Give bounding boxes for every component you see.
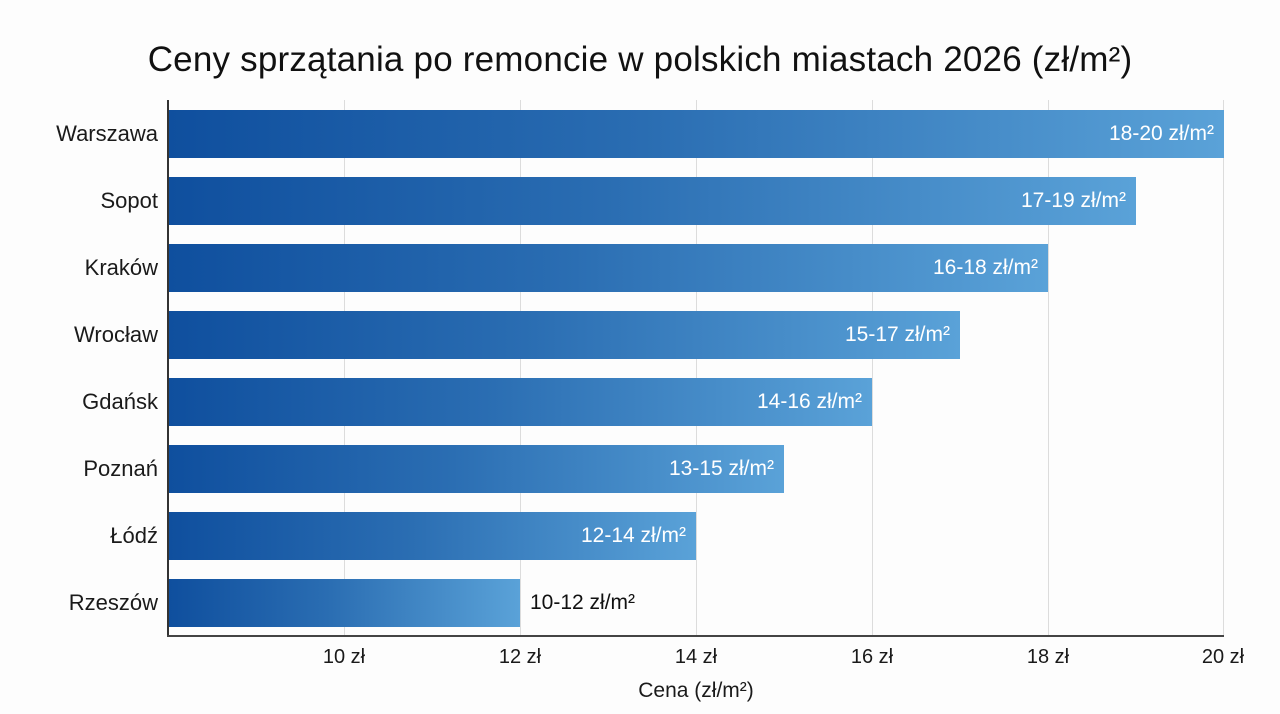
bar-wroclaw: 15-17 zł/m² — [169, 311, 960, 359]
chart-title: Ceny sprzątania po remoncie w polskich m… — [147, 40, 1133, 79]
bar-value-label: 18-20 zł/m² — [1108, 122, 1214, 145]
category-label: Poznań — [83, 456, 158, 481]
x-tick-label: 16 zł — [850, 646, 894, 668]
x-axis-line — [167, 635, 1224, 637]
bar-poznan: 13-15 zł/m² — [169, 445, 784, 493]
x-tick-label: 18 zł — [1026, 646, 1070, 668]
gridline-12 — [520, 100, 521, 635]
bar-lodz: 12-14 zł/m² — [169, 512, 696, 560]
bar-value-label: 16-18 zł/m² — [932, 256, 1038, 279]
bar-value-label: 15-17 zł/m² — [844, 323, 950, 346]
gridline-16 — [872, 100, 873, 635]
gridline-18 — [1048, 100, 1049, 635]
category-label: Warszawa — [56, 121, 158, 146]
category-label: Rzeszów — [68, 590, 158, 615]
bar-gdansk: 14-16 zł/m² — [169, 378, 872, 426]
category-label: Sopot — [100, 188, 159, 213]
bar-krakow: 16-18 zł/m² — [169, 244, 1048, 292]
bar-value-label: 14-16 zł/m² — [756, 390, 862, 413]
bar-value-label: 12-14 zł/m² — [580, 524, 686, 547]
x-tick-label: 20 zł — [1201, 646, 1245, 668]
gridline-20 — [1223, 100, 1224, 635]
category-label: Łódź — [110, 523, 158, 548]
x-tick-label: 14 zł — [674, 646, 718, 668]
x-tick-label: 10 zł — [322, 646, 366, 668]
x-tick-label: 12 zł — [498, 646, 542, 668]
bar-value-label: 10-12 zł/m² — [530, 591, 636, 614]
bar-rzeszow: 10-12 zł/m² — [169, 579, 635, 627]
x-axis-title: Cena (zł/m²) — [638, 679, 754, 702]
category-label: Wrocław — [74, 322, 158, 347]
bar-value-label: 17-19 zł/m² — [1020, 189, 1126, 212]
category-label: Gdańsk — [82, 389, 158, 414]
bar-warszawa: 18-20 zł/m² — [169, 110, 1224, 158]
category-label: Kraków — [84, 255, 158, 280]
bar-value-label: 13-15 zł/m² — [668, 457, 774, 480]
gridline-14 — [696, 100, 697, 635]
bar-sopot: 17-19 zł/m² — [169, 177, 1136, 225]
gridline-10 — [344, 100, 345, 635]
y-axis-line — [167, 100, 169, 637]
